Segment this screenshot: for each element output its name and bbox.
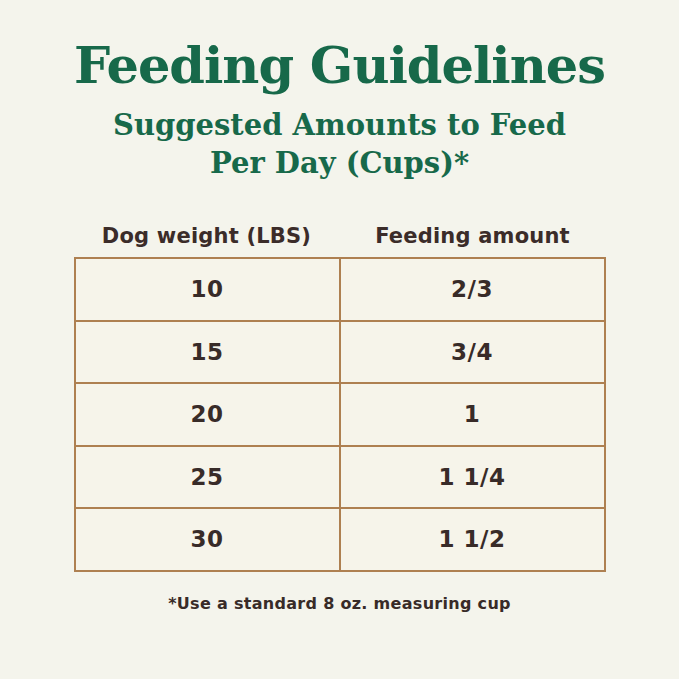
table-row: 301 1/2 bbox=[76, 507, 604, 570]
feeding-amount-cell: 1 1/2 bbox=[341, 509, 604, 570]
table-row: 153/4 bbox=[76, 320, 604, 383]
measuring-cup-footnote: *Use a standard 8 oz. measuring cup bbox=[0, 594, 679, 613]
dog-weight-cell: 25 bbox=[76, 447, 341, 508]
feeding-amount-cell: 1 1/4 bbox=[341, 447, 604, 508]
feeding-amount-cell: 2/3 bbox=[341, 259, 604, 320]
column-header-feeding-amount: Feeding amount bbox=[340, 224, 606, 248]
dog-weight-cell: 30 bbox=[76, 509, 341, 570]
column-header-dog-weight: Dog weight (LBS) bbox=[74, 224, 340, 248]
page-title: Feeding Guidelines bbox=[0, 0, 679, 94]
page-subtitle: Suggested Amounts to Feed Per Day (Cups)… bbox=[0, 106, 679, 182]
dog-weight-cell: 10 bbox=[76, 259, 341, 320]
table-row: 201 bbox=[76, 382, 604, 445]
subtitle-line-2: Per Day (Cups)* bbox=[0, 144, 679, 182]
feeding-table-section: Dog weight (LBS) Feeding amount 102/3153… bbox=[74, 224, 606, 572]
table-row: 102/3 bbox=[76, 259, 604, 320]
table-column-headers: Dog weight (LBS) Feeding amount bbox=[74, 224, 606, 248]
feeding-guidelines-infographic: Feeding Guidelines Suggested Amounts to … bbox=[0, 0, 679, 679]
feeding-table: 102/3153/4201251 1/4301 1/2 bbox=[74, 257, 606, 572]
subtitle-line-1: Suggested Amounts to Feed bbox=[0, 106, 679, 144]
dog-weight-cell: 20 bbox=[76, 384, 341, 445]
feeding-amount-cell: 1 bbox=[341, 384, 604, 445]
dog-weight-cell: 15 bbox=[76, 322, 341, 383]
table-row: 251 1/4 bbox=[76, 445, 604, 508]
feeding-amount-cell: 3/4 bbox=[341, 322, 604, 383]
